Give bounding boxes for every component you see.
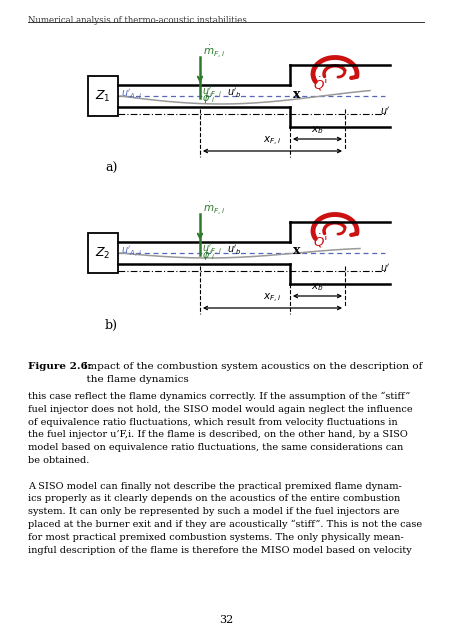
Bar [88,76,118,116]
Text: $x_b$: $x_b$ [310,124,323,136]
Text: $u'_b$: $u'_b$ [226,243,241,257]
Text: ics properly as it clearly depends on the acoustics of the entire combustion: ics properly as it clearly depends on th… [28,494,400,504]
Text: Numerical analysis of thermo-acoustic instabilities: Numerical analysis of thermo-acoustic in… [28,16,246,25]
Text: placed at the burner exit and if they are acoustically “stiff”. This is not the : placed at the burner exit and if they ar… [28,520,421,529]
Text: $x_{F,i}$: $x_{F,i}$ [263,292,281,305]
Text: $u'$: $u'$ [379,105,390,117]
Text: $u'_{A,i}$: $u'_{A,i}$ [121,88,142,102]
Text: Impact of the combustion system acoustics on the description of: Impact of the combustion system acoustic… [80,362,421,371]
Text: $Z_2$: $Z_2$ [95,246,110,260]
Text: $Z_1$: $Z_1$ [95,88,110,104]
Text: the fuel injector u’F,i. If the flame is described, on the other hand, by a SISO: the fuel injector u’F,i. If the flame is… [28,430,407,440]
Text: b): b) [105,319,118,332]
Text: $\phi'_i$: $\phi'_i$ [202,91,215,105]
Text: system. It can only be represented by such a model if the fuel injectors are: system. It can only be represented by su… [28,507,399,516]
Text: the flame dynamics: the flame dynamics [28,375,189,384]
Text: $u'_b$: $u'_b$ [226,86,241,100]
Text: for most practical premixed combustion systems. The only physically mean-: for most practical premixed combustion s… [28,532,403,542]
Text: $\dot{Q}$': $\dot{Q}$' [312,75,327,93]
Text: x: x [292,244,300,257]
Text: fuel injector does not hold, the SISO model would again neglect the influence: fuel injector does not hold, the SISO mo… [28,405,412,414]
Text: $\dot{m}_{F,i}$: $\dot{m}_{F,i}$ [202,201,225,218]
Text: be obtained.: be obtained. [28,456,89,465]
Bar [88,233,118,273]
Text: ingful description of the flame is therefore the MISO model based on velocity: ingful description of the flame is there… [28,545,411,555]
Text: $\dot{Q}$': $\dot{Q}$' [312,232,327,250]
Text: $x_{F,i}$: $x_{F,i}$ [263,135,281,148]
Text: x: x [292,88,300,100]
Text: a): a) [105,162,117,175]
Text: $u'$: $u'$ [379,262,390,274]
Text: of equivalence ratio fluctuations, which result from velocity fluctuations in: of equivalence ratio fluctuations, which… [28,418,397,427]
Text: 32: 32 [218,615,233,625]
Text: model based on equivalence ratio fluctuations, the same considerations can: model based on equivalence ratio fluctua… [28,443,402,452]
Text: A SISO model can finally not describe the practical premixed flame dynam-: A SISO model can finally not describe th… [28,482,401,491]
Text: $x_b$: $x_b$ [310,281,323,293]
Text: $\phi'_i$: $\phi'_i$ [202,248,215,262]
Text: this case reflect the flame dynamics correctly. If the assumption of the “stiff”: this case reflect the flame dynamics cor… [28,392,410,401]
Text: $u'_{A,i}$: $u'_{A,i}$ [121,244,142,259]
Text: $u'_{F,i}$: $u'_{F,i}$ [202,243,222,257]
Text: Figure 2.6:: Figure 2.6: [28,362,92,371]
Text: $\dot{m}_{F,i}$: $\dot{m}_{F,i}$ [202,44,225,60]
Text: $u'_{F,i}$: $u'_{F,i}$ [202,86,222,100]
